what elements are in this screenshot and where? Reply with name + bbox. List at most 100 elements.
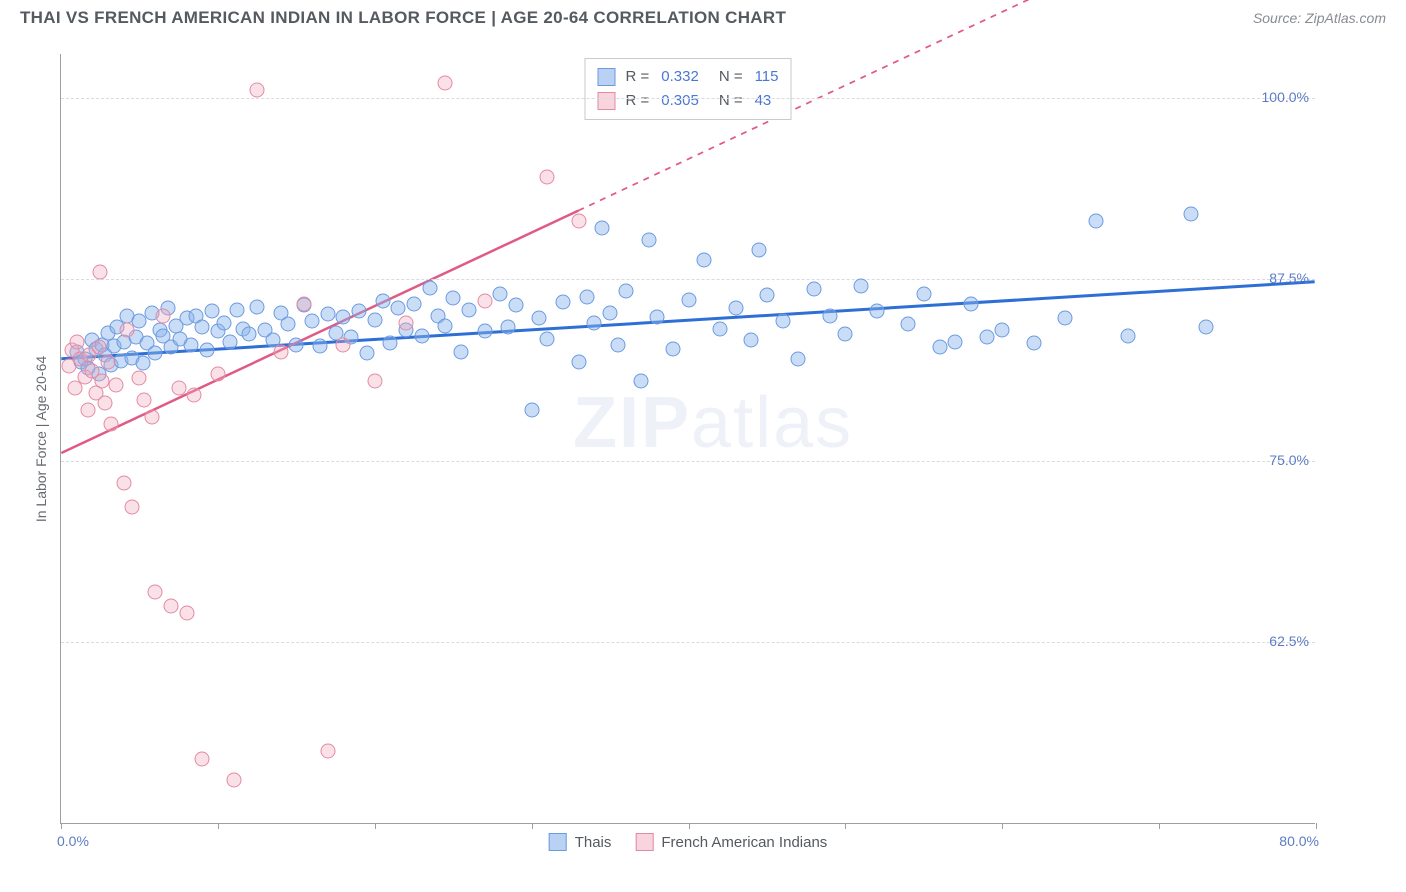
data-point: [932, 340, 947, 355]
legend-swatch-blue: [549, 833, 567, 851]
legend-series: Thais French American Indians: [549, 833, 828, 851]
gridline: [61, 642, 1315, 643]
legend-swatch-pink: [598, 92, 616, 110]
x-tick: [845, 823, 846, 829]
data-point: [438, 76, 453, 91]
data-point: [91, 340, 106, 355]
data-point: [69, 334, 84, 349]
data-point: [587, 315, 602, 330]
x-tick: [218, 823, 219, 829]
data-point: [807, 282, 822, 297]
x-tick: [1316, 823, 1317, 829]
y-tick-label: 75.0%: [1269, 452, 1309, 468]
data-point: [305, 314, 320, 329]
y-axis-title: In Labor Force | Age 20-64: [33, 355, 49, 521]
legend-stats-row: R = 0.332 N = 115: [598, 65, 779, 89]
data-point: [493, 286, 508, 301]
data-point: [97, 395, 112, 410]
legend-label: French American Indians: [661, 834, 827, 851]
data-point: [187, 388, 202, 403]
plot-area: In Labor Force | Age 20-64 ZIPatlas R = …: [60, 54, 1315, 824]
data-point: [289, 337, 304, 352]
data-point: [273, 344, 288, 359]
gridline: [61, 279, 1315, 280]
gridline: [61, 98, 1315, 99]
data-point: [104, 417, 119, 432]
data-point: [791, 352, 806, 367]
data-point: [93, 264, 108, 279]
data-point: [610, 337, 625, 352]
data-point: [501, 320, 516, 335]
x-tick: [375, 823, 376, 829]
data-point: [1058, 311, 1073, 326]
chart-source: Source: ZipAtlas.com: [1253, 10, 1386, 26]
data-point: [422, 280, 437, 295]
correlation-chart: In Labor Force | Age 20-64 ZIPatlas R = …: [20, 44, 1386, 864]
legend-stats: R = 0.332 N = 115 R = 0.305 N = 43: [585, 58, 792, 120]
data-point: [579, 289, 594, 304]
data-point: [556, 295, 571, 310]
data-point: [352, 304, 367, 319]
data-point: [119, 323, 134, 338]
data-point: [540, 170, 555, 185]
data-point: [838, 327, 853, 342]
data-point: [642, 232, 657, 247]
data-point: [618, 283, 633, 298]
data-point: [540, 331, 555, 346]
data-point: [148, 346, 163, 361]
data-point: [681, 292, 696, 307]
gridline: [61, 461, 1315, 462]
data-point: [916, 286, 931, 301]
x-tick: [689, 823, 690, 829]
chart-header: THAI VS FRENCH AMERICAN INDIAN IN LABOR …: [0, 0, 1406, 40]
data-point: [217, 315, 232, 330]
data-point: [391, 301, 406, 316]
data-point: [414, 328, 429, 343]
data-point: [869, 304, 884, 319]
data-point: [297, 296, 312, 311]
data-point: [144, 410, 159, 425]
data-point: [438, 318, 453, 333]
x-tick: [61, 823, 62, 829]
chart-title: THAI VS FRENCH AMERICAN INDIAN IN LABOR …: [20, 8, 786, 28]
data-point: [320, 744, 335, 759]
data-point: [1026, 336, 1041, 351]
data-point: [697, 253, 712, 268]
data-point: [250, 299, 265, 314]
data-point: [854, 279, 869, 294]
data-point: [80, 402, 95, 417]
legend-swatch-pink: [635, 833, 653, 851]
data-point: [108, 378, 123, 393]
x-tick: [1159, 823, 1160, 829]
data-point: [367, 373, 382, 388]
data-point: [204, 304, 219, 319]
legend-n-label: N =: [719, 89, 743, 113]
data-point: [101, 355, 116, 370]
data-point: [1089, 214, 1104, 229]
data-point: [155, 308, 170, 323]
legend-stats-row: R = 0.305 N = 43: [598, 89, 779, 113]
data-point: [995, 323, 1010, 338]
legend-swatch-blue: [598, 68, 616, 86]
data-point: [135, 356, 150, 371]
x-tick-label-min: 0.0%: [57, 833, 89, 849]
x-tick-label-max: 80.0%: [1279, 833, 1319, 849]
data-point: [446, 291, 461, 306]
data-point: [634, 373, 649, 388]
data-point: [1120, 328, 1135, 343]
legend-n-value-2: 43: [755, 89, 772, 113]
data-point: [963, 296, 978, 311]
data-point: [759, 288, 774, 303]
y-tick-label: 62.5%: [1269, 633, 1309, 649]
legend-r-value-2: 0.305: [661, 89, 699, 113]
data-point: [524, 402, 539, 417]
data-point: [367, 312, 382, 327]
data-point: [199, 343, 214, 358]
data-point: [223, 334, 238, 349]
data-point: [116, 475, 131, 490]
data-point: [712, 321, 727, 336]
data-point: [571, 214, 586, 229]
data-point: [359, 346, 374, 361]
x-tick: [532, 823, 533, 829]
data-point: [195, 751, 210, 766]
